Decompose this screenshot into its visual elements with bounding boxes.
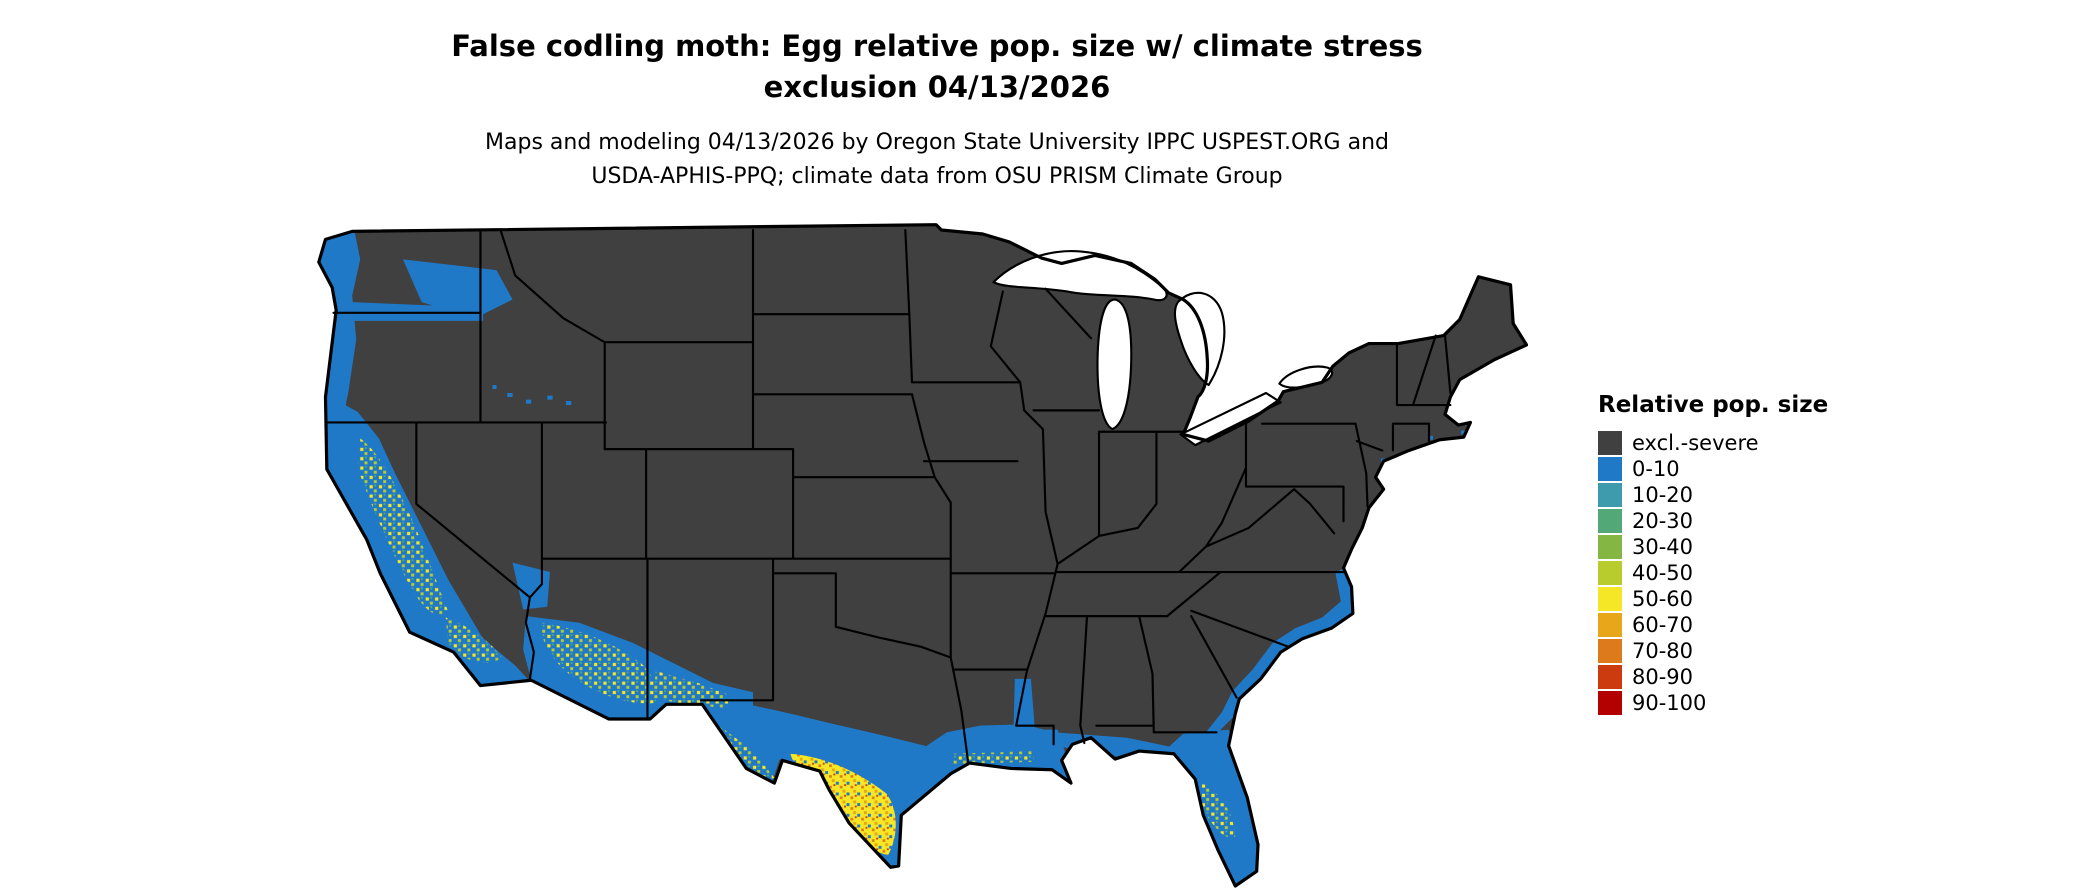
- legend-label: excl.-severe: [1632, 431, 1759, 455]
- legend-swatch-90-100: [1598, 691, 1622, 715]
- page-title-line2: exclusion 04/13/2026: [763, 70, 1111, 104]
- lake-huron: [1173, 291, 1226, 387]
- us-map: [312, 222, 1528, 890]
- us-outline: [317, 223, 1528, 888]
- legend-label: 30-40: [1632, 535, 1694, 559]
- legend-swatch-50-60: [1598, 587, 1622, 611]
- lake-michigan: [1096, 298, 1133, 431]
- legend-swatch-80-90: [1598, 665, 1622, 689]
- legend-swatch-20-30: [1598, 509, 1622, 533]
- page-subtitle-line1: Maps and modeling 04/13/2026 by Oregon S…: [485, 130, 1389, 155]
- page-subtitle-line2: USDA-APHIS-PPQ; climate data from OSU PR…: [591, 164, 1283, 189]
- legend-item: 80-90: [1598, 664, 1828, 690]
- page-subtitle: Maps and modeling 04/13/2026 by Oregon S…: [0, 126, 1874, 194]
- state-borders: [327, 228, 1452, 763]
- legend-label: 20-30: [1632, 509, 1694, 533]
- legend-item: 30-40: [1598, 534, 1828, 560]
- legend-item: excl.-severe: [1598, 430, 1828, 456]
- legend-label: 90-100: [1632, 691, 1707, 715]
- legend-label: 60-70: [1632, 613, 1694, 637]
- legend-swatch-60-70: [1598, 613, 1622, 637]
- legend-swatch-10-20: [1598, 483, 1622, 507]
- title-block: False codling moth: Egg relative pop. si…: [0, 26, 1874, 194]
- legend: Relative pop. size excl.-severe 0-10 10-…: [1598, 392, 1828, 716]
- legend-swatch-0-10: [1598, 457, 1622, 481]
- page-title: False codling moth: Egg relative pop. si…: [0, 26, 1874, 108]
- legend-label: 80-90: [1632, 665, 1694, 689]
- legend-label: 70-80: [1632, 639, 1694, 663]
- legend-item: 50-60: [1598, 586, 1828, 612]
- legend-swatch-70-80: [1598, 639, 1622, 663]
- legend-item: 0-10: [1598, 456, 1828, 482]
- legend-label: 40-50: [1632, 561, 1694, 585]
- legend-item: 40-50: [1598, 560, 1828, 586]
- legend-label: 10-20: [1632, 483, 1694, 507]
- legend-item: 70-80: [1598, 638, 1828, 664]
- legend-title: Relative pop. size: [1598, 392, 1829, 418]
- great-lakes: [992, 249, 1334, 447]
- legend-label: 50-60: [1632, 587, 1694, 611]
- legend-item: 90-100: [1598, 690, 1828, 716]
- legend-item: 60-70: [1598, 612, 1828, 638]
- legend-item: 20-30: [1598, 508, 1828, 534]
- page-title-line1: False codling moth: Egg relative pop. si…: [451, 29, 1423, 63]
- legend-item: 10-20: [1598, 482, 1828, 508]
- us-map-svg: [317, 223, 1528, 888]
- legend-swatch-30-40: [1598, 535, 1622, 559]
- legend-label: 0-10: [1632, 457, 1680, 481]
- legend-swatch-excl-severe: [1598, 431, 1622, 455]
- legend-swatch-40-50: [1598, 561, 1622, 585]
- lake-erie: [1179, 391, 1282, 447]
